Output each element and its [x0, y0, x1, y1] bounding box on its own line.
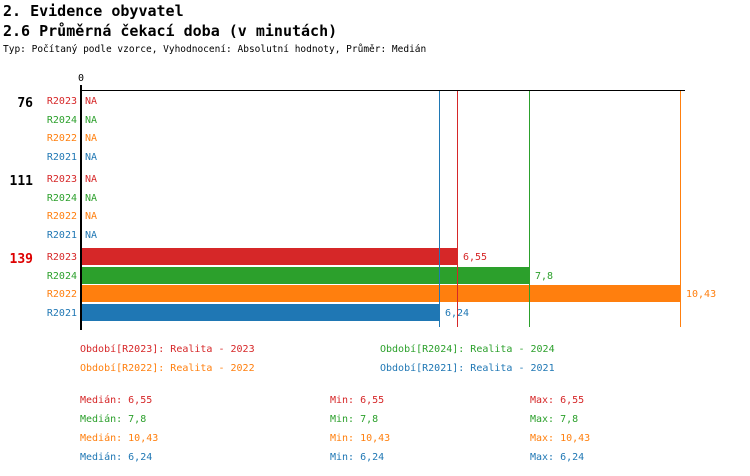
row-na-value: NA	[85, 151, 98, 163]
reference-line-r2023	[457, 91, 458, 327]
group-label: 111	[9, 174, 33, 189]
row-series-label: R2022	[46, 211, 77, 222]
stat-min-r2024: Min: 7,8	[330, 414, 379, 425]
group-label: 139	[9, 252, 33, 267]
chart-title: 2.6 Průměrná čekací doba (v minutách)	[3, 22, 338, 40]
row-na-value: NA	[85, 192, 98, 204]
chart-meta-line: Typ: Počítaný podle vzorce, Vyhodnocení:…	[3, 44, 427, 55]
bar-r2021	[82, 304, 440, 321]
row-series-label: R2021	[46, 229, 77, 241]
legend-entry-r2024: Období[R2024]: Realita - 2024	[380, 344, 555, 355]
bar-r2023	[82, 248, 458, 265]
bar-r2024	[82, 267, 530, 284]
reference-line-r2021	[439, 91, 440, 327]
bar-value-label: 7,8	[535, 270, 554, 282]
row-series-label: R2022	[46, 289, 77, 300]
row-na-value: NA	[85, 174, 98, 185]
row-na-value: NA	[85, 133, 98, 144]
row-series-label: R2024	[46, 270, 77, 282]
stat-median-r2022: Medián: 10,43	[80, 433, 159, 444]
stat-min-r2021: Min: 6,24	[330, 452, 385, 463]
bar-value-label: 10,43	[686, 289, 717, 300]
y-axis-line	[80, 85, 82, 330]
row-series-label: R2023	[46, 174, 77, 185]
row-series-label: R2021	[46, 307, 77, 319]
stat-median-r2021: Medián: 6,24	[80, 452, 153, 463]
page-title: 2. Evidence obyvatel	[3, 2, 184, 20]
row-na-value: NA	[85, 96, 98, 107]
row-series-label: R2023	[46, 96, 77, 107]
row-series-label: R2024	[46, 114, 77, 126]
legend-entry-r2022: Období[R2022]: Realita - 2022	[80, 363, 255, 374]
row-series-label: R2021	[46, 151, 77, 163]
row-na-value: NA	[85, 114, 98, 126]
stat-max-r2021: Max: 6,24	[530, 452, 585, 463]
row-series-label: R2024	[46, 192, 77, 204]
bar-value-label: 6,55	[463, 252, 488, 263]
x-axis-line	[80, 90, 685, 91]
row-na-value: NA	[85, 211, 98, 222]
row-na-value: NA	[85, 229, 98, 241]
x-axis-zero-label: 0	[77, 73, 85, 84]
legend-entry-r2023: Období[R2023]: Realita - 2023	[80, 344, 255, 355]
stat-max-r2023: Max: 6,55	[530, 395, 585, 406]
reference-line-r2024	[529, 91, 530, 327]
stat-min-r2022: Min: 10,43	[330, 433, 391, 444]
row-series-label: R2023	[46, 252, 77, 263]
stat-median-r2023: Medián: 6,55	[80, 395, 153, 406]
stat-max-r2024: Max: 7,8	[530, 414, 579, 425]
stat-min-r2023: Min: 6,55	[330, 395, 385, 406]
stat-median-r2024: Medián: 7,8	[80, 414, 147, 425]
row-series-label: R2022	[46, 133, 77, 144]
stat-max-r2022: Max: 10,43	[530, 433, 591, 444]
bar-value-label: 6,24	[445, 307, 470, 319]
reference-line-r2022	[680, 91, 681, 327]
bar-r2022	[82, 285, 681, 302]
legend-entry-r2021: Období[R2021]: Realita - 2021	[380, 363, 555, 374]
group-label: 76	[17, 96, 33, 111]
